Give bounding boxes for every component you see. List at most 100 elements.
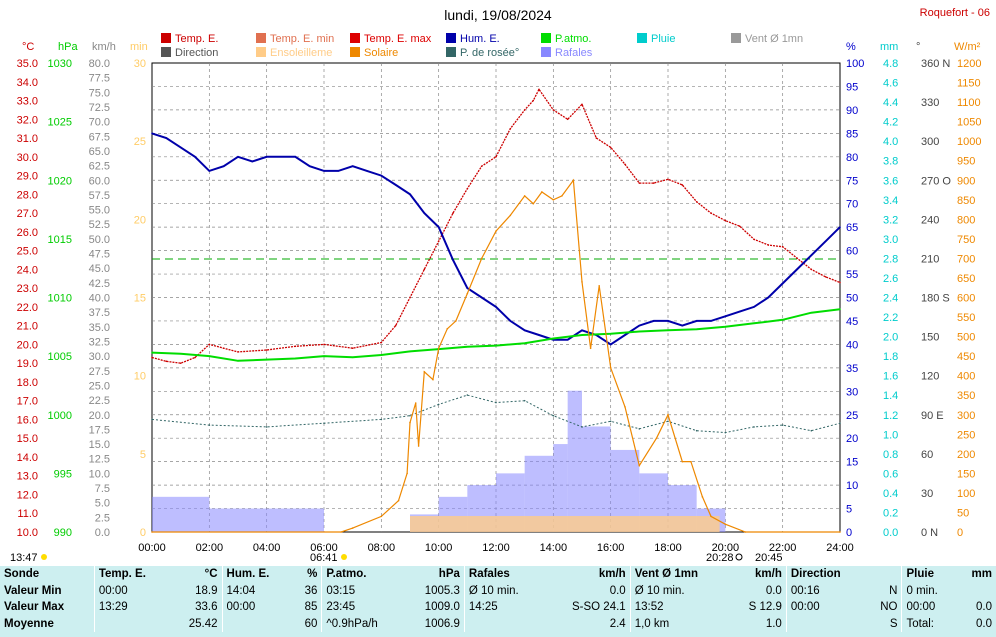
data-point: [179, 362, 182, 364]
data-point: [294, 357, 297, 360]
tick-label-mm: 0.4: [883, 488, 898, 500]
tick-label-wm2: 1200: [957, 58, 981, 70]
data-point: [394, 184, 397, 186]
tick-label-mm: 4.2: [883, 117, 898, 129]
data-point: [541, 191, 543, 193]
tick-label-wm2: 350: [957, 390, 975, 402]
tick-label-kmh: 75.0: [89, 87, 110, 99]
stats-header-cell: [867, 566, 902, 583]
data-point: [824, 276, 827, 278]
stats-cell: S: [889, 617, 898, 630]
data-point: [538, 88, 540, 91]
tick-label-temp: 32.0: [17, 114, 38, 126]
data-point: [509, 214, 512, 217]
tick-label-mm: 1.6: [883, 371, 898, 383]
axis-unit-label: min: [130, 41, 148, 53]
data-point: [208, 355, 211, 357]
legend-swatch: [256, 47, 266, 57]
tick-label-pct: 100: [846, 58, 864, 70]
data-point: [208, 424, 211, 426]
legend-item: Hum. E.: [460, 33, 500, 45]
time-tick-label: 00:00: [138, 542, 166, 554]
data-point: [323, 170, 325, 172]
tick-label-kmh: 12.5: [89, 454, 110, 466]
data-point: [437, 347, 440, 350]
tick-label-wm2: 750: [957, 234, 975, 246]
series-layer: [151, 88, 841, 533]
tick-label-deg: 270 O: [921, 175, 951, 187]
tick-label-mm: 4.8: [883, 58, 898, 70]
tick-label-kmh: 55.0: [89, 205, 110, 217]
tick-label-wm2: 300: [957, 410, 975, 422]
tick-label-pct: 20: [846, 433, 858, 445]
moonrise-label: 13:47: [10, 552, 38, 564]
tick-label-temp: 20.0: [17, 339, 38, 351]
data-point: [340, 531, 343, 533]
sun-icon: [41, 554, 47, 560]
tick-label-wm2: 1100: [957, 97, 981, 109]
stats-cell: 2.4: [609, 617, 626, 630]
gust-bar: [553, 444, 568, 532]
tick-label-kmh: 32.5: [89, 336, 110, 348]
time-tick-label: 24:00: [826, 542, 854, 554]
tick-label-temp: 11.0: [17, 508, 38, 520]
tick-label-deg: 180 S: [921, 293, 950, 305]
legend-swatch: [731, 33, 741, 43]
time-tick-label: 02:00: [196, 542, 224, 554]
data-point: [265, 156, 268, 158]
data-point: [480, 296, 483, 299]
data-point: [810, 311, 813, 314]
tick-label-kmh: 20.0: [89, 410, 110, 422]
data-point: [380, 418, 383, 421]
data-point: [624, 163, 626, 166]
time-tick-label: 10:00: [425, 542, 453, 554]
data-point: [423, 212, 426, 214]
stats-cell: 60: [304, 617, 318, 630]
tick-label-kmh: 27.5: [89, 366, 110, 378]
data-point: [609, 343, 612, 346]
data-point: [724, 219, 727, 222]
data-point: [652, 182, 655, 184]
legend-item: Temp. E.: [175, 33, 218, 45]
tick-label-kmh: 17.5: [89, 424, 110, 436]
stats-cell: 0.0: [976, 617, 992, 630]
tick-label-pct: 10: [846, 480, 858, 492]
tick-label-temp: 13.0: [17, 471, 38, 483]
tick-label-pct: 65: [846, 222, 858, 234]
data-point: [455, 320, 457, 322]
tick-label-kmh: 40.0: [89, 293, 110, 305]
tick-label-pct: 0: [846, 527, 852, 539]
data-point: [695, 320, 698, 322]
stats-cell: 14:25: [463, 599, 545, 616]
data-point: [796, 257, 798, 259]
data-point: [495, 306, 497, 308]
data-point: [323, 422, 325, 424]
data-point: [638, 182, 641, 184]
legend-item: P.atmo.: [555, 33, 592, 45]
data-point: [724, 315, 727, 318]
location-label: Roquefort - 06: [920, 7, 990, 19]
tick-label-kmh: 47.5: [89, 249, 110, 261]
tick-label-temp: 28.0: [17, 189, 38, 201]
tick-label-temp: 34.0: [17, 77, 38, 89]
data-point: [366, 170, 368, 172]
legend-swatch: [350, 47, 360, 57]
stats-header-cell: Hum. E.: [221, 566, 293, 583]
gust-bar: [209, 508, 324, 532]
tick-label-kmh: 45.0: [89, 263, 110, 275]
stats-cell: 00:00: [221, 599, 293, 616]
tick-label-kmh: 80.0: [89, 58, 110, 70]
data-point: [598, 284, 600, 287]
data-point: [609, 420, 612, 423]
tick-label-hpa: 1025: [48, 117, 72, 129]
tick-label-wm2: 50: [957, 507, 969, 519]
tick-label-kmh: 70.0: [89, 117, 110, 129]
tick-label-min: 10: [134, 371, 146, 383]
stats-header-cell: Rafales: [463, 566, 545, 583]
gust-bar: [152, 496, 210, 532]
tick-label-pct: 90: [846, 105, 858, 117]
stats-cell: N: [889, 584, 898, 597]
data-point: [595, 137, 598, 139]
data-point: [710, 320, 712, 322]
data-point: [638, 324, 641, 327]
